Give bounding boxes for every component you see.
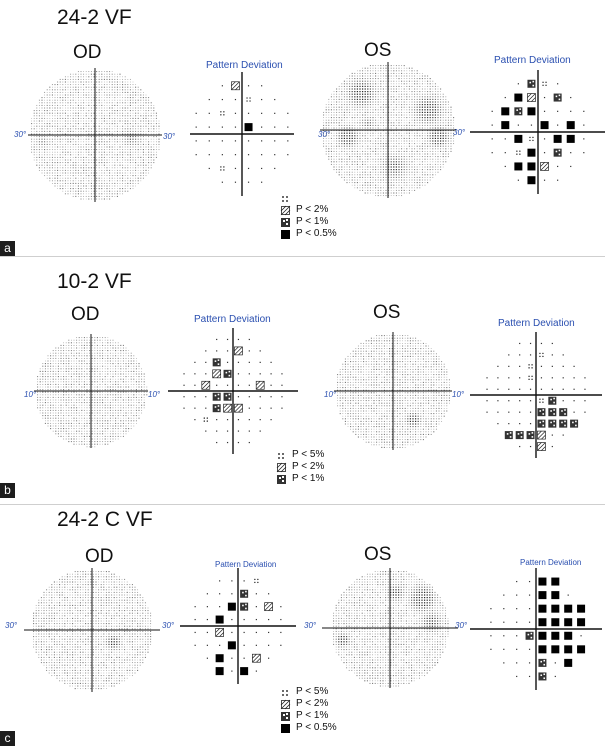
legend-text: P < 2%: [296, 698, 329, 709]
pd-symbols: [491, 79, 585, 185]
legend-text: P < 0.5%: [296, 228, 337, 239]
legend-text: P < 5%: [292, 449, 325, 460]
panel-a-os-pd-title: Pattern Deviation: [494, 55, 571, 66]
legend-text: P < 1%: [292, 473, 325, 484]
panel-b-od-pattern-deviation: [168, 328, 298, 454]
panel-b-os-axis-tick-right: 10°: [452, 390, 465, 399]
legend-row: P < 5%: [277, 449, 324, 461]
p5-dots-icon: [282, 195, 288, 202]
panel-b-os-pd-title: Pattern Deviation: [498, 318, 575, 329]
panel-a-od-axis-tick-right: 30°: [163, 132, 176, 141]
panel-a-os-pattern-deviation: [470, 70, 605, 194]
panel-c-os-pattern-deviation: [470, 568, 602, 690]
legend-text: P < 5%: [296, 686, 329, 697]
legend-row: P < 2%: [280, 698, 337, 710]
panel-a-legend: P < 2% P < 1% P < 0.5%: [280, 192, 337, 240]
pd-symbols: [490, 577, 586, 681]
panel-c-os-label: OS: [364, 544, 392, 565]
p2-pattern-icon: [276, 462, 287, 472]
panel-a-od-field: [28, 68, 162, 202]
panel-a-od-label: OD: [73, 42, 102, 63]
legend-row: P < 5%: [281, 686, 337, 698]
legend-row: P < 1%: [281, 710, 337, 722]
panel-a-od-pd-title: Pattern Deviation: [206, 60, 283, 71]
panel-c-od-pd-title: Pattern Deviation: [215, 560, 277, 569]
field-texture: [323, 65, 455, 197]
p05-square-icon: [281, 723, 290, 733]
legend-text: P < 2%: [292, 461, 325, 472]
panel-c-od-label: OD: [85, 546, 114, 567]
separator: [0, 504, 605, 505]
panel-b-os-field: [334, 332, 452, 450]
panel-b-od-axis-tick-left: 10°: [24, 390, 37, 399]
panel-b-os-label: OS: [373, 302, 401, 323]
legend-row: P < 2%: [280, 204, 337, 216]
panel-c-od-axis-tick-right: 30°: [162, 621, 175, 630]
panel-b-od-axis-tick-right: 10°: [148, 390, 161, 399]
panel-c-os-axis-tick-right: 30°: [455, 621, 468, 630]
panel-c-legend: P < 5% P < 2% P < 1% P < 0.5%: [280, 686, 337, 734]
p2-pattern-icon: [280, 699, 291, 709]
panel-a-corner-label: a: [0, 241, 15, 256]
field-texture: [333, 571, 449, 687]
panel-c-os-pd-title: Pattern Deviation: [520, 558, 582, 567]
panel-c: 24-2 C VF OD OS Pattern Deviation Patter…: [0, 504, 605, 746]
separator: [0, 256, 605, 257]
legend-row: [281, 192, 337, 204]
p1-pattern-icon: [277, 474, 286, 484]
panel-a-od-pattern-deviation: [190, 72, 294, 196]
legend-row: P < 1%: [277, 473, 324, 485]
legend-text: P < 2%: [296, 204, 329, 215]
panel-c-od-pattern-deviation: [180, 568, 296, 684]
p5-dots-icon: [278, 452, 284, 459]
panel-b-od-pd-title: Pattern Deviation: [194, 314, 271, 325]
legend-row: P < 2%: [276, 461, 325, 473]
panel-c-os-field: [322, 568, 458, 688]
panel-a: 24-2 VF OD OS Pattern Deviation Pattern …: [0, 0, 605, 256]
panel-a-title: 24-2 VF: [57, 6, 132, 29]
pd-symbols: [183, 338, 283, 444]
panel-b-title: 10-2 VF: [57, 270, 132, 293]
panel-a-os-field: [320, 62, 456, 198]
panel-a-os-axis-tick-right: 30°: [453, 128, 466, 137]
legend-text: P < 0.5%: [296, 722, 337, 733]
panel-b-od-field: [34, 334, 148, 448]
panel-c-od-axis-tick-left: 30°: [5, 621, 18, 630]
field-texture: [33, 571, 152, 690]
pd-symbols: [486, 342, 586, 451]
panel-c-title: 24-2 C VF: [57, 508, 153, 531]
panel-b-os-pattern-deviation: [470, 332, 602, 458]
pd-symbols: [195, 81, 289, 183]
field-texture: [31, 71, 160, 200]
panel-a-os-label: OS: [364, 40, 392, 61]
panel-c-od-field: [24, 568, 160, 692]
panel-c-corner-label: c: [0, 731, 15, 746]
panel-b-corner-label: b: [0, 483, 15, 498]
p1-pattern-icon: [281, 217, 290, 227]
legend-row: P < 0.5%: [281, 228, 337, 240]
panel-b: 10-2 VF OD OS Pattern Deviation Pattern …: [0, 256, 605, 504]
pd-symbols: [194, 578, 282, 676]
legend-row: P < 1%: [281, 216, 337, 228]
p1-pattern-icon: [281, 711, 290, 721]
legend-row: P < 0.5%: [281, 722, 337, 734]
panel-b-os-axis-tick-left: 10°: [324, 390, 337, 399]
p2-pattern-icon: [280, 205, 291, 215]
panel-a-os-axis-tick-left: 30°: [318, 130, 331, 139]
p5-dots-icon: [282, 689, 288, 696]
field-texture: [37, 337, 148, 448]
panel-c-os-axis-tick-left: 30°: [304, 621, 317, 630]
legend-text: P < 1%: [296, 710, 329, 721]
field-texture: [337, 335, 450, 448]
panel-b-legend: P < 5% P < 2% P < 1%: [276, 449, 325, 485]
panel-a-od-axis-tick-left: 30°: [14, 130, 27, 139]
p05-square-icon: [281, 229, 290, 239]
legend-text: P < 1%: [296, 216, 329, 227]
panel-b-od-label: OD: [71, 304, 100, 325]
